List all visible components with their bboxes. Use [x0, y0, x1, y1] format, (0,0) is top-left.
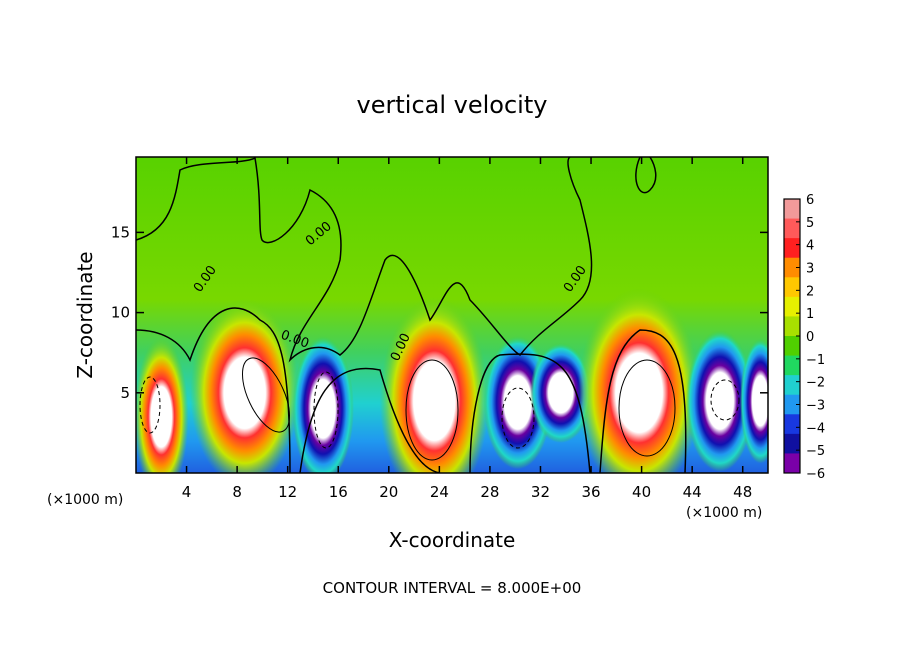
- colorbar-tick-label: −2: [806, 376, 825, 391]
- colorbar-band: [784, 296, 800, 317]
- contour-interval-footer: CONTOUR INTERVAL = 8.000E+00: [323, 579, 582, 597]
- x-tick-label: 32: [531, 483, 550, 501]
- x-tick-label: 40: [632, 483, 651, 501]
- x-unit-label-left: (×1000 m): [47, 492, 123, 508]
- colorbar-tick-label: 3: [806, 262, 814, 277]
- positive-contour: [618, 359, 676, 457]
- colorbar-tick-label: 4: [806, 239, 814, 254]
- colorbar-tick-label: 2: [806, 284, 814, 299]
- x-tick-label: 20: [379, 483, 398, 501]
- colorbar: 6 5 4 3 2 1 0 −1 −2 −3 −4 −5 −6: [783, 193, 825, 482]
- colorbar-band: [784, 414, 800, 435]
- x-tick-label: 16: [329, 483, 348, 501]
- x-tick-label: 28: [480, 483, 499, 501]
- x-tick-label: 44: [683, 483, 702, 501]
- colorbar-band: [784, 355, 800, 376]
- negative-contour: [710, 379, 740, 421]
- positive-contours: [242, 357, 676, 461]
- zero-contours: [136, 157, 687, 473]
- x-tick-label: 12: [278, 483, 297, 501]
- plot-frame: [135, 156, 769, 474]
- plot-area: [136, 157, 768, 473]
- colorbar-tick-label: −3: [806, 399, 825, 414]
- updraft-cell: [577, 288, 701, 473]
- x-tick-label: 4: [182, 483, 192, 501]
- colorbar-band: [784, 316, 800, 337]
- updraft-cell: [136, 337, 189, 473]
- colorbar-tick-label: 6: [806, 193, 814, 208]
- x-axis-ticks: 4 8 12 16 20 24 28 32 36 40 44 48: [182, 157, 752, 501]
- y-tick-label: 10: [111, 304, 130, 322]
- y-axis-label: Z-coordinate: [73, 251, 97, 378]
- zero-contour-line: [635, 157, 657, 194]
- colorbar-band: [784, 238, 800, 259]
- downdraft-cell: [685, 329, 755, 472]
- positive-contour: [242, 357, 290, 433]
- colorbar-tick-label: 5: [806, 216, 814, 231]
- downdraft-cell: [739, 338, 768, 464]
- velocity-field: [136, 288, 768, 473]
- updraft-cell: [379, 296, 489, 473]
- colorbar-band: [784, 199, 800, 220]
- x-axis-label: X-coordinate: [389, 528, 516, 552]
- colorbar-tick-label: −6: [806, 467, 825, 482]
- zero-contour-line: [599, 329, 687, 473]
- positive-contour: [405, 359, 459, 461]
- colorbar-tick-label: 0: [806, 330, 814, 345]
- colorbar-band: [784, 453, 800, 474]
- colorbar-band: [784, 394, 800, 415]
- colorbar-band: [784, 375, 800, 396]
- zero-contour-line: [469, 353, 591, 473]
- y-axis-ticks: 5 10 15: [111, 223, 768, 402]
- colorbar-band: [784, 336, 800, 357]
- colorbar-band: [784, 257, 800, 278]
- x-tick-label: 24: [430, 483, 449, 501]
- colorbar-band: [784, 277, 800, 298]
- x-tick-label: 48: [733, 483, 752, 501]
- zero-contour-line: [136, 157, 593, 363]
- y-tick-label: 15: [111, 223, 130, 241]
- x-tick-label: 36: [581, 483, 600, 501]
- colorbar-band: [784, 218, 800, 239]
- colorbar-tick-label: −4: [806, 421, 825, 436]
- x-unit-label-right: (×1000 m): [686, 505, 762, 521]
- colorbar-tick-label: 1: [806, 307, 814, 322]
- negative-contour: [501, 387, 535, 449]
- negative-contour: [139, 376, 161, 434]
- y-tick-label: 5: [120, 384, 130, 402]
- x-tick-label: 8: [232, 483, 242, 501]
- zero-contour-line: [136, 307, 291, 473]
- zero-contour-line: [299, 367, 441, 473]
- chart-title: vertical velocity: [357, 91, 548, 119]
- negative-contours: [139, 371, 740, 449]
- colorbar-band: [784, 433, 800, 454]
- colorbar-tick-label: −5: [806, 444, 825, 459]
- downdraft-cell: [292, 335, 354, 473]
- negative-contour: [313, 371, 339, 449]
- downdraft-cell: [529, 342, 592, 443]
- colorbar-tick-label: −1: [806, 353, 825, 368]
